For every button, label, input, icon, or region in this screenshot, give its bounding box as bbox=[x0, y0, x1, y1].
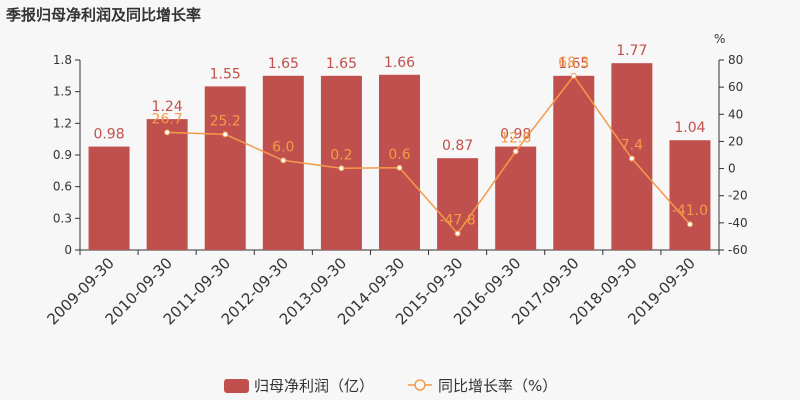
left-axis-tick-label: 1.2 bbox=[53, 116, 72, 130]
line-point bbox=[628, 155, 635, 162]
bar bbox=[320, 75, 362, 250]
bar-data-label: 1.55 bbox=[210, 66, 241, 82]
left-axis-tick-label: 0.6 bbox=[53, 180, 72, 194]
line-data-label: 12.6 bbox=[500, 130, 531, 146]
left-axis-tick-label: 0 bbox=[64, 243, 72, 257]
bar-data-label: 1.24 bbox=[152, 99, 183, 115]
line-point bbox=[396, 164, 403, 171]
line-data-label: -41.0 bbox=[672, 203, 708, 219]
line-data-label: 0.2 bbox=[330, 147, 352, 163]
right-axis-tick-label: 80 bbox=[728, 53, 743, 67]
bar-data-label: 0.98 bbox=[500, 127, 531, 143]
line-point bbox=[570, 72, 577, 79]
legend: 归母净利润（亿） 同比增长率（%） bbox=[224, 377, 557, 395]
line-data-label: 6.0 bbox=[272, 139, 294, 155]
bar bbox=[146, 119, 188, 250]
bar bbox=[88, 146, 130, 250]
x-axis: 2009-09-302010-09-302011-09-302012-09-30… bbox=[43, 249, 720, 328]
left-axis-tick-label: 1.5 bbox=[53, 85, 72, 99]
bar bbox=[553, 75, 595, 250]
bar-data-label: 1.65 bbox=[326, 56, 357, 72]
bar bbox=[495, 146, 537, 250]
line-series bbox=[164, 72, 693, 237]
line-data-label: 25.2 bbox=[210, 113, 241, 129]
bar-data-label: 1.66 bbox=[384, 55, 415, 71]
line-point bbox=[280, 157, 287, 164]
chart-title: 季报归母净利润及同比增长率 bbox=[6, 6, 201, 24]
line-labels: 26.7 25.2 6.0 0.2 0.6 -47.8 12.6 68.3 7.4 -41.0 bbox=[152, 55, 709, 229]
bar bbox=[204, 86, 246, 250]
right-axis-unit: % bbox=[714, 32, 725, 46]
right-axis-tick-label: -60 bbox=[728, 243, 748, 257]
line-point bbox=[338, 165, 345, 172]
left-axis: 0 0.3 0.6 0.9 1.2 1.5 1.8 bbox=[53, 53, 81, 257]
right-axis-tick-label: 20 bbox=[728, 134, 743, 148]
legend-label-line[interactable]: 同比增长率（%） bbox=[438, 377, 557, 395]
left-axis-tick-label: 0.9 bbox=[53, 148, 72, 162]
line-data-label: 7.4 bbox=[621, 138, 643, 154]
line-data-label: 68.3 bbox=[558, 55, 589, 71]
line-data-label: 26.7 bbox=[152, 111, 183, 127]
bar-data-label: 1.77 bbox=[616, 43, 647, 59]
bar bbox=[669, 140, 711, 250]
bar-swatch-icon[interactable] bbox=[224, 379, 249, 393]
left-axis-tick-label: 0.3 bbox=[53, 211, 72, 225]
right-axis: -60 -40 -20 0 20 40 60 80 bbox=[718, 53, 748, 257]
left-axis-tick-label: 1.8 bbox=[53, 53, 72, 67]
legend-label-bar[interactable]: 归母净利润（亿） bbox=[254, 377, 374, 395]
bar-data-label: 0.98 bbox=[93, 127, 124, 143]
bar-data-label: 0.87 bbox=[442, 138, 473, 154]
bar-data-label: 1.65 bbox=[558, 56, 589, 72]
right-axis-tick-label: 60 bbox=[728, 80, 743, 94]
right-axis-tick-label: 40 bbox=[728, 107, 743, 121]
line-point bbox=[454, 230, 461, 237]
line-marker-icon[interactable] bbox=[408, 379, 432, 391]
line-point bbox=[512, 148, 519, 155]
line-point bbox=[686, 221, 693, 228]
bar-data-label: 1.04 bbox=[674, 120, 705, 136]
line-point bbox=[222, 131, 229, 138]
right-axis-tick-label: -40 bbox=[728, 216, 748, 230]
growth-line bbox=[167, 74, 691, 235]
line-data-label: -47.8 bbox=[439, 212, 475, 228]
bar-labels: 0.98 1.24 1.55 1.65 1.65 1.66 0.87 0.98 1.65 1.77… bbox=[93, 43, 705, 154]
bar-data-label: 1.65 bbox=[268, 56, 299, 72]
right-axis-tick-label: -20 bbox=[728, 189, 748, 203]
right-axis-tick-label: 0 bbox=[728, 162, 736, 176]
bar bbox=[379, 74, 420, 251]
line-data-label: 0.6 bbox=[388, 147, 410, 163]
line-point bbox=[164, 129, 171, 136]
